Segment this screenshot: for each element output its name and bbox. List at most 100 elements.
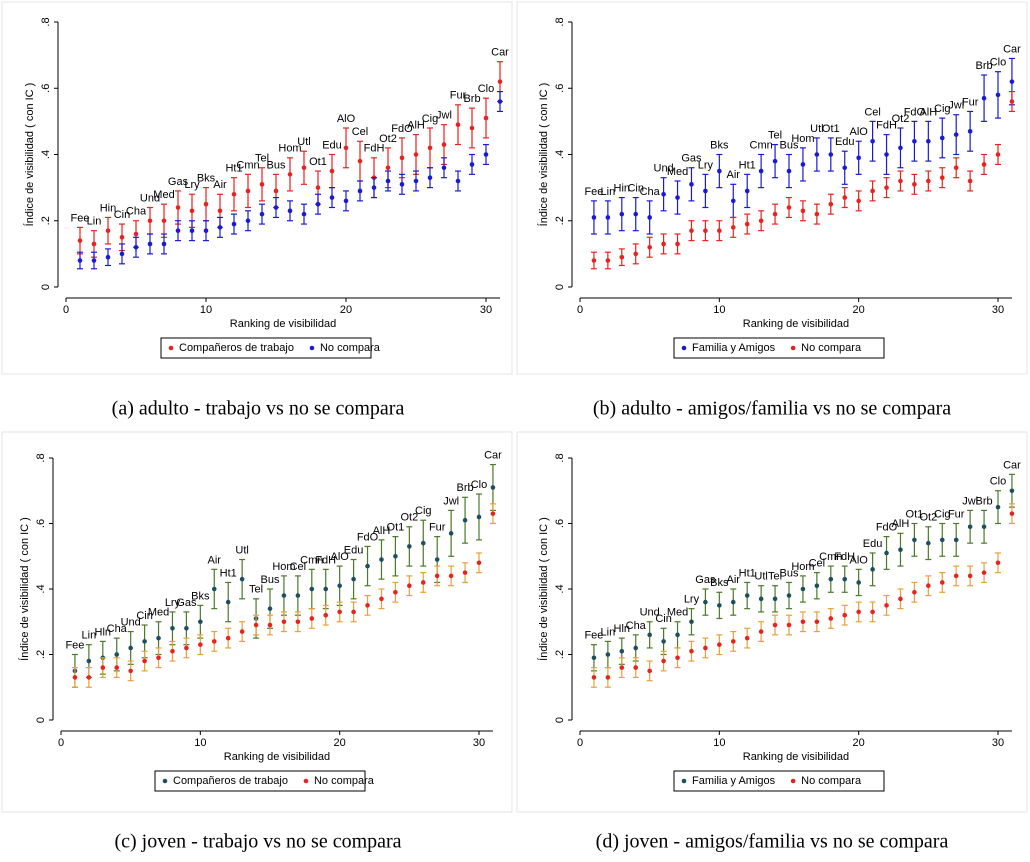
point bbox=[647, 244, 652, 250]
legend-marker bbox=[681, 778, 687, 784]
point bbox=[856, 198, 861, 204]
point bbox=[434, 557, 440, 562]
point-label: Tel bbox=[249, 584, 263, 596]
point-label: Ht1 bbox=[739, 567, 756, 579]
x-tick-label: 20 bbox=[853, 304, 865, 316]
y-tick-label: .6 bbox=[35, 519, 47, 528]
point bbox=[357, 188, 363, 194]
point bbox=[301, 211, 307, 217]
x-tick-label: 0 bbox=[63, 304, 69, 316]
point-label: Ht1 bbox=[225, 163, 242, 175]
point bbox=[744, 635, 750, 641]
y-tick-label: 0 bbox=[40, 284, 52, 290]
point bbox=[744, 593, 750, 598]
point bbox=[281, 593, 287, 598]
point bbox=[128, 645, 133, 651]
point bbox=[870, 138, 875, 144]
point-label: Jwl bbox=[962, 495, 978, 507]
point bbox=[455, 122, 461, 127]
y-tick-label: .4 bbox=[40, 150, 52, 159]
point-label: Air bbox=[727, 574, 741, 586]
point bbox=[420, 540, 426, 546]
point bbox=[393, 553, 398, 559]
point bbox=[253, 622, 259, 628]
point bbox=[407, 544, 412, 549]
point-label: FdH bbox=[364, 143, 385, 155]
point-label: Cmn bbox=[819, 551, 842, 563]
y-tick-label: .8 bbox=[40, 17, 52, 26]
point bbox=[814, 211, 820, 217]
point bbox=[800, 162, 806, 167]
point-label: Utl bbox=[235, 544, 248, 556]
point-label: Cha bbox=[626, 620, 647, 632]
point bbox=[399, 155, 405, 161]
point-label: Hin bbox=[100, 202, 117, 214]
point-label: Fee bbox=[71, 212, 90, 224]
x-tick-label: 20 bbox=[853, 737, 865, 749]
point-label: FdO bbox=[391, 123, 413, 135]
point-label: Bus bbox=[261, 574, 280, 586]
point bbox=[870, 567, 875, 572]
point bbox=[995, 504, 1001, 510]
point bbox=[981, 95, 987, 101]
point-label: Cin bbox=[655, 613, 672, 625]
point bbox=[198, 619, 203, 625]
point bbox=[365, 563, 370, 569]
point bbox=[772, 622, 778, 628]
point bbox=[730, 599, 736, 605]
point bbox=[828, 152, 834, 157]
point bbox=[703, 188, 708, 194]
point bbox=[315, 185, 321, 190]
point bbox=[772, 596, 778, 602]
point-label: Cmn bbox=[236, 159, 259, 171]
y-tick-label: .8 bbox=[554, 453, 566, 462]
y-tick-label: 0 bbox=[554, 284, 566, 290]
point bbox=[661, 658, 666, 664]
point bbox=[161, 218, 167, 224]
point bbox=[842, 165, 848, 171]
point bbox=[939, 135, 945, 141]
point-label: Gas bbox=[176, 597, 197, 609]
point bbox=[619, 211, 625, 217]
point bbox=[605, 258, 611, 263]
point bbox=[661, 639, 666, 644]
point-label: Lin bbox=[601, 626, 616, 638]
legend-marker bbox=[681, 345, 687, 351]
point bbox=[142, 658, 147, 664]
point-label: Air bbox=[727, 169, 741, 181]
point bbox=[91, 258, 97, 263]
point-label: Jwl bbox=[436, 110, 452, 122]
point bbox=[239, 629, 245, 634]
point bbox=[86, 658, 92, 664]
point-label: Lry bbox=[184, 179, 200, 191]
point-label: FdH bbox=[876, 120, 897, 132]
point-label: Edu bbox=[344, 544, 364, 556]
caption: (c) joven - trabajo vs no se compara bbox=[114, 831, 401, 853]
point bbox=[912, 182, 917, 187]
point bbox=[128, 668, 133, 674]
point bbox=[1009, 488, 1015, 494]
point-label: Bus bbox=[780, 139, 799, 151]
point-label: Cig bbox=[934, 103, 951, 115]
point bbox=[675, 195, 680, 200]
point-label: Fur bbox=[948, 508, 965, 520]
point-label: Cig bbox=[415, 505, 432, 517]
point bbox=[211, 586, 217, 592]
point bbox=[91, 241, 97, 247]
point bbox=[239, 576, 245, 582]
point bbox=[476, 514, 482, 520]
point bbox=[455, 178, 461, 184]
point bbox=[786, 622, 792, 628]
point-label: Bks bbox=[191, 590, 210, 602]
point bbox=[225, 635, 231, 641]
point bbox=[647, 632, 652, 638]
point bbox=[786, 205, 792, 210]
point-label: AlO bbox=[849, 126, 868, 138]
point bbox=[399, 182, 405, 187]
legend-label: No compara bbox=[801, 775, 862, 787]
point bbox=[441, 165, 447, 171]
legend-marker bbox=[309, 345, 315, 351]
point bbox=[758, 596, 764, 602]
y-tick-label: .6 bbox=[554, 84, 566, 93]
point bbox=[198, 642, 203, 647]
